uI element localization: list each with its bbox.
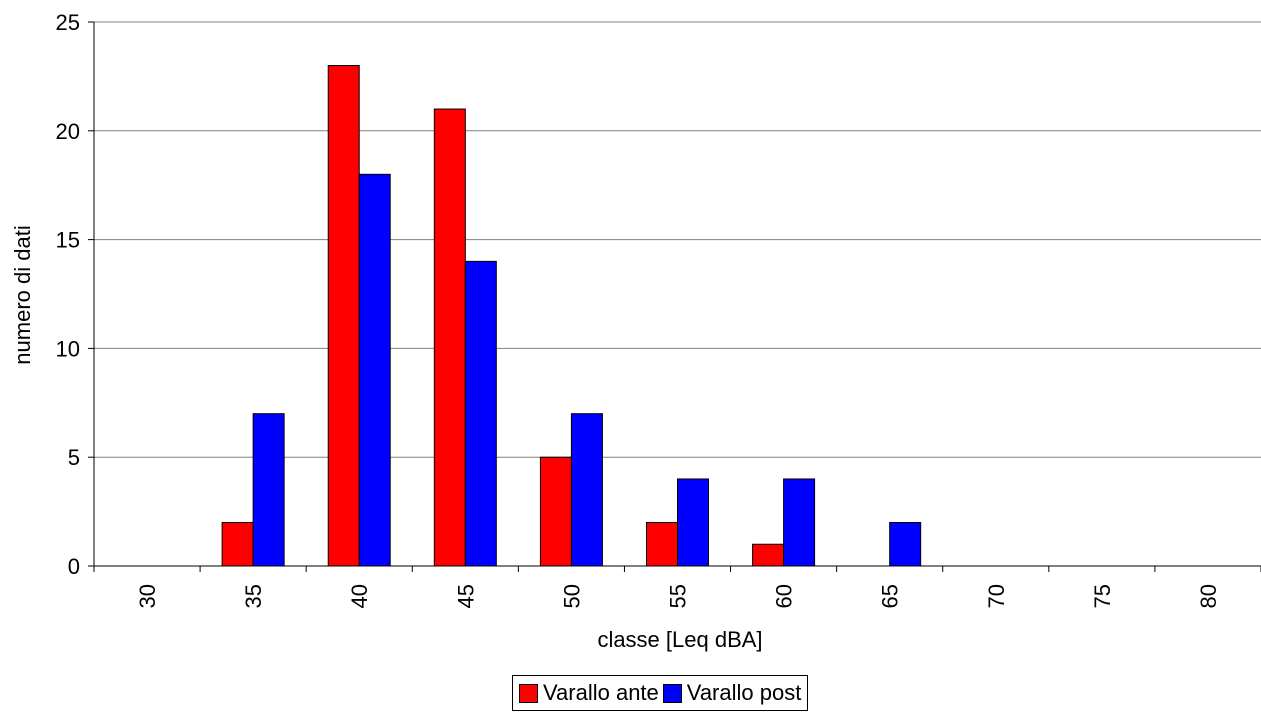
y-tick-label: 5 (68, 445, 80, 470)
legend-swatch-post (662, 683, 682, 703)
x-tick-label: 60 (772, 584, 797, 608)
bar-varallo-post-60 (783, 478, 816, 567)
legend-swatch-ante (519, 683, 538, 703)
bar-varallo-ante-50 (539, 456, 572, 567)
x-tick-label: 75 (1090, 584, 1115, 608)
y-tick-label: 0 (68, 554, 80, 579)
x-tick-label: 50 (559, 584, 584, 608)
x-tick-label: 40 (347, 584, 372, 608)
legend-label-post: Varallo post (686, 680, 802, 705)
x-tick-label: 55 (666, 584, 691, 608)
bar-varallo-post-45 (464, 260, 497, 567)
axes: 0 5 10 15 20 25 30 35 40 45 50 55 60 65 70 75 80 (56, 10, 1261, 608)
bar-varallo-post-65 (889, 521, 922, 567)
x-tick-label: 70 (984, 584, 1009, 608)
y-tick-label: 15 (56, 228, 80, 253)
bar-varallo-post-50 (570, 413, 603, 567)
x-tick-label: 35 (241, 584, 266, 608)
bar-varallo-ante-35 (221, 521, 254, 567)
y-axis-label: numero di dati (10, 225, 35, 364)
x-tick-label: 65 (878, 584, 903, 608)
bar-varallo-post-35 (252, 413, 285, 567)
legend-item-post: Varallo post (662, 680, 802, 706)
y-tick-label: 10 (56, 336, 80, 361)
bar-varallo-ante-45 (433, 108, 466, 567)
y-tick-label: 25 (56, 10, 80, 35)
bar-varallo-ante-60 (752, 543, 785, 567)
x-tick-label: 80 (1196, 584, 1221, 608)
x-axis-label: classe [Leq dBA] (597, 627, 762, 652)
bar-varallo-ante-55 (646, 521, 678, 567)
bar-varallo-ante-40 (327, 65, 360, 567)
legend: Varallo ante Varallo post (512, 675, 809, 711)
x-tick-label: 30 (135, 584, 160, 608)
bars (221, 65, 922, 567)
bar-varallo-post-40 (358, 173, 391, 567)
legend-item-ante: Varallo ante (519, 680, 659, 706)
y-tick-label: 20 (56, 119, 80, 144)
x-tick-label: 45 (453, 584, 478, 608)
gridlines (94, 21, 1261, 458)
legend-label-ante: Varallo ante (543, 680, 659, 705)
bar-varallo-post-55 (677, 478, 709, 567)
